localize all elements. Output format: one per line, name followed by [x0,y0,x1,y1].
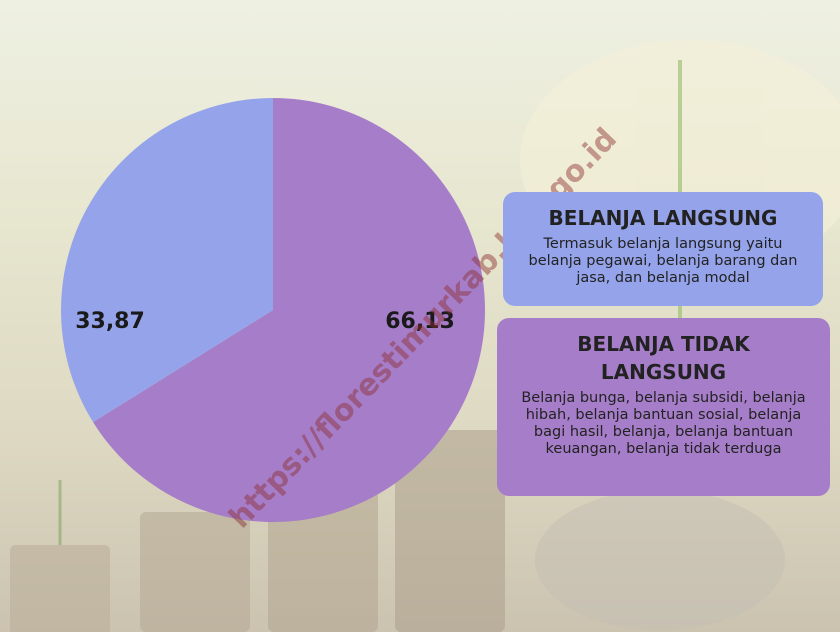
pie-slice [60,97,273,423]
legend-box: BELANJA LANGSUNG Termasuk belanja langsun… [503,192,823,306]
pie-slice [93,98,485,522]
legend-title: BELANJA TIDAK LANGSUNG [577,332,750,384]
legend-title: BELANJA LANGSUNG [548,206,778,230]
value-label: 33,87 [75,309,145,334]
legend-description: Belanja bunga, belanja subsidi, belanja … [521,390,806,457]
value-label: 66,13 [385,309,455,334]
legend-box: BELANJA TIDAK LANGSUNG Belanja bunga, bel… [497,318,830,496]
legend-description: Termasuk belanja langsung yaitu belanja … [528,236,798,286]
